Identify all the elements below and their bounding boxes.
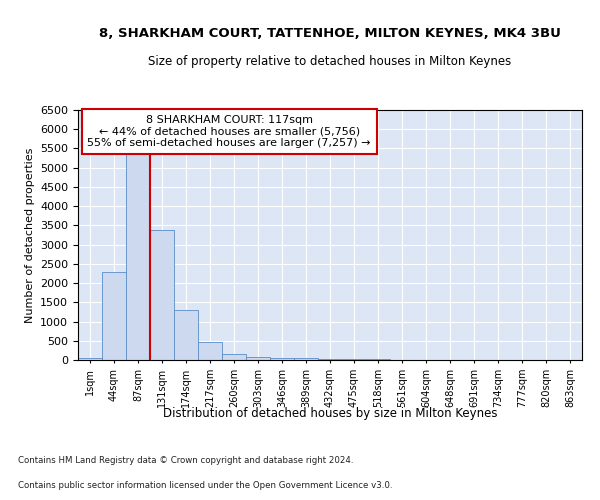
Bar: [270, 358, 294, 360]
Bar: [222, 354, 246, 360]
Bar: [246, 357, 270, 360]
Bar: [174, 310, 198, 360]
Bar: [342, 359, 366, 360]
Text: Size of property relative to detached houses in Milton Keynes: Size of property relative to detached ho…: [148, 54, 512, 68]
Bar: [126, 151, 150, 360]
Bar: [294, 358, 318, 360]
Bar: [318, 359, 342, 360]
Bar: [150, 230, 174, 360]
Bar: [198, 342, 222, 360]
Text: 8 SHARKHAM COURT: 117sqm
← 44% of detached houses are smaller (5,756)
55% of sem: 8 SHARKHAM COURT: 117sqm ← 44% of detach…: [88, 115, 371, 148]
Bar: [78, 358, 102, 360]
Text: 8, SHARKHAM COURT, TATTENHOE, MILTON KEYNES, MK4 3BU: 8, SHARKHAM COURT, TATTENHOE, MILTON KEY…: [99, 27, 561, 40]
Text: Contains HM Land Registry data © Crown copyright and database right 2024.: Contains HM Land Registry data © Crown c…: [18, 456, 353, 465]
Bar: [102, 272, 126, 360]
Text: Contains public sector information licensed under the Open Government Licence v3: Contains public sector information licen…: [18, 481, 392, 490]
Y-axis label: Number of detached properties: Number of detached properties: [25, 148, 35, 322]
Text: Distribution of detached houses by size in Milton Keynes: Distribution of detached houses by size …: [163, 408, 497, 420]
